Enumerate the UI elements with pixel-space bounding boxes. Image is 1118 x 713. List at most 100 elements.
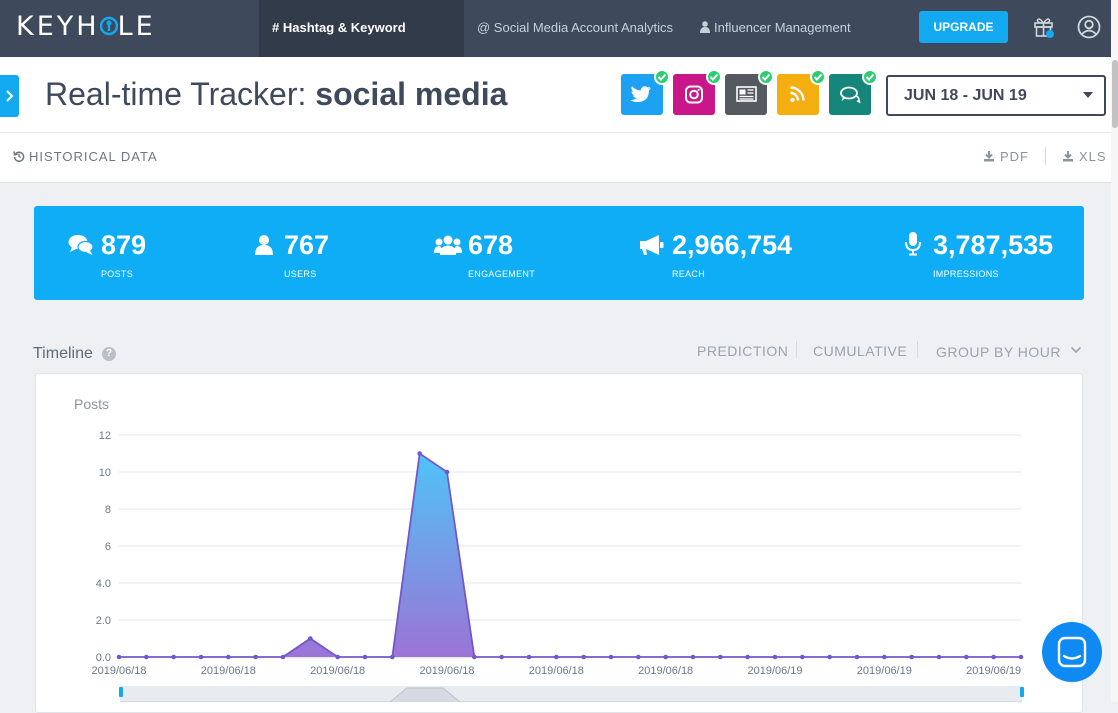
- date-range-dropdown[interactable]: JUN 18 - JUN 19: [886, 75, 1106, 116]
- data-point[interactable]: [444, 469, 450, 475]
- date-range-value: JUN 18 - JUN 19: [904, 87, 1027, 104]
- data-point[interactable]: [909, 654, 914, 660]
- x-tick-label: 2019/06/19: [747, 665, 802, 677]
- gift-icon[interactable]: [1033, 16, 1055, 38]
- group-by-dropdown[interactable]: GROUP BY HOUR: [936, 344, 1061, 360]
- posts-area-fill: [119, 453, 1021, 657]
- twitter-enabled-check-icon: [654, 69, 670, 85]
- posts-series-line: [119, 451, 1021, 658]
- keyhole-logo-icon: [99, 16, 118, 36]
- data-point[interactable]: [335, 654, 340, 660]
- data-point[interactable]: [390, 654, 395, 660]
- cumulative-toggle[interactable]: CUMULATIVE: [813, 343, 908, 359]
- chevron-down-icon: [1083, 92, 1093, 98]
- range-handle-left[interactable]: [119, 687, 123, 697]
- x-tick-label: 2019/06/19: [966, 665, 1021, 677]
- data-point[interactable]: [144, 654, 149, 660]
- data-point[interactable]: [718, 654, 723, 660]
- data-point[interactable]: [827, 654, 832, 660]
- header-divider: [0, 132, 1111, 133]
- stat-reach-label: REACH: [672, 269, 706, 279]
- timeline-chart[interactable]: Posts 0.0 2.0 4.0 6 8 10 12 2019/06/18 2019/06/…: [35, 373, 1083, 702]
- y-axis-label: Posts: [74, 396, 109, 412]
- data-point[interactable]: [772, 654, 778, 660]
- source-rss-button[interactable]: [777, 69, 826, 115]
- twitter-icon: [630, 86, 651, 102]
- data-point[interactable]: [991, 654, 996, 660]
- data-point[interactable]: [226, 654, 231, 660]
- tab-hashtag-keyword-tracking[interactable]: # Hashtag & Keyword Tracking: [259, 0, 464, 90]
- source-instagram-button[interactable]: [673, 69, 722, 115]
- sidebar-expand-button[interactable]: [0, 75, 19, 117]
- data-point[interactable]: [882, 654, 887, 660]
- instagram-icon: [685, 85, 703, 104]
- data-point[interactable]: [936, 654, 942, 660]
- megaphone-icon: [640, 235, 664, 255]
- options-divider: [796, 341, 797, 358]
- data-point[interactable]: [745, 654, 750, 660]
- data-point[interactable]: [253, 654, 258, 660]
- range-navigator[interactable]: [120, 686, 1022, 702]
- source-twitter-button[interactable]: [621, 69, 670, 115]
- x-tick-label: 2019/06/18: [419, 665, 474, 677]
- data-point[interactable]: [964, 654, 969, 660]
- historical-data-link[interactable]: HISTORICAL DATA: [13, 149, 158, 164]
- data-point[interactable]: [499, 654, 504, 660]
- y-tick-label: 0.0: [96, 652, 111, 664]
- group-by-label: GROUP BY HOUR: [936, 344, 1062, 360]
- account-icon[interactable]: [1077, 15, 1101, 39]
- download-icon: [984, 151, 994, 162]
- x-tick-label: 2019/06/18: [638, 665, 693, 677]
- tab-social-media-account-analytics[interactable]: @ Social Media Account Analytics: [477, 20, 674, 35]
- stat-users-label: USERS: [284, 269, 317, 279]
- data-point[interactable]: [526, 654, 532, 660]
- upgrade-button[interactable]: UPGRADE: [919, 11, 1008, 43]
- data-point[interactable]: [800, 654, 805, 660]
- data-point[interactable]: [362, 654, 368, 660]
- source-news-button[interactable]: [725, 69, 774, 115]
- data-point[interactable]: [171, 654, 176, 660]
- help-icon[interactable]: ?: [102, 347, 116, 361]
- data-point[interactable]: [554, 654, 559, 660]
- x-tick-label: 2019/06/18: [201, 665, 256, 677]
- prediction-toggle[interactable]: PREDICTION: [697, 343, 789, 359]
- logo-text-left: KEYH: [16, 11, 100, 42]
- stat-users-value: 767: [284, 230, 330, 260]
- data-point[interactable]: [608, 654, 614, 660]
- data-point[interactable]: [663, 654, 668, 660]
- source-forum-button[interactable]: [829, 69, 878, 115]
- export-xls-button[interactable]: XLS: [1062, 149, 1107, 164]
- chevron-right-icon: [6, 90, 14, 102]
- stat-engagement-value: 678: [468, 230, 514, 260]
- x-tick-label: 2019/06/18: [529, 665, 584, 677]
- data-point[interactable]: [116, 654, 122, 660]
- users-group-icon: [434, 235, 462, 255]
- chat-support-button[interactable]: [1042, 622, 1102, 682]
- data-point[interactable]: [308, 636, 313, 641]
- keyhole-logo[interactable]: KEYH LE: [16, 11, 156, 42]
- forum-icon: [840, 86, 861, 104]
- page-scrollbar[interactable]: [1111, 0, 1118, 702]
- stat-posts-label: POSTS: [101, 269, 134, 279]
- data-point[interactable]: [581, 654, 586, 660]
- comments-icon: [68, 235, 94, 255]
- tab-influencer-management[interactable]: Influencer Management: [700, 0, 851, 57]
- tracker-keyword: social media: [315, 76, 508, 112]
- data-point[interactable]: [198, 654, 204, 660]
- data-point[interactable]: [472, 654, 477, 660]
- data-point[interactable]: [854, 654, 860, 660]
- chevron-down-icon: [1070, 346, 1082, 354]
- news-icon: [736, 86, 757, 102]
- y-tick-label: 12: [99, 430, 111, 442]
- data-point[interactable]: [417, 451, 422, 456]
- rss-icon: [790, 86, 805, 103]
- data-point[interactable]: [636, 654, 641, 660]
- data-point[interactable]: [280, 654, 286, 660]
- logo-text-right: LE: [117, 11, 156, 42]
- data-point[interactable]: [690, 654, 696, 660]
- summary-stats-bar: 879 POSTS 767 USERS 678 ENGAGEMENT 2,966…: [34, 206, 1084, 300]
- scrollbar-thumb[interactable]: [1112, 60, 1118, 128]
- range-handle-right[interactable]: [1020, 687, 1024, 697]
- data-point[interactable]: [1018, 654, 1024, 660]
- export-pdf-button[interactable]: PDF: [983, 149, 1029, 164]
